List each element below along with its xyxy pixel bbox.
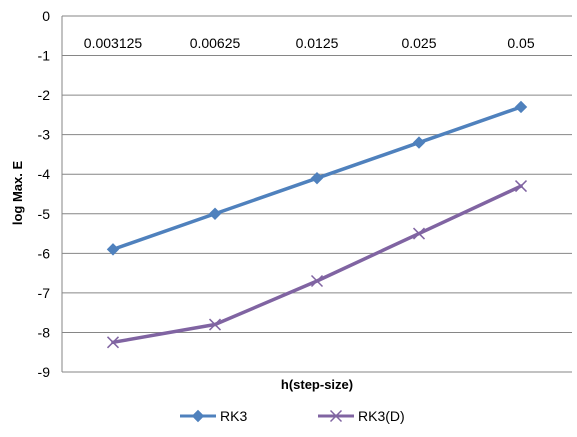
y-tick-label: -1 [38, 48, 51, 64]
series-rk3-d [106, 180, 528, 349]
diamond-marker [310, 171, 324, 185]
series-line [111, 184, 523, 345]
x-tick-label: 0.00625 [190, 35, 241, 51]
series-rk3 [106, 100, 528, 256]
x-marker [412, 227, 426, 240]
x-tick-label: 0.025 [401, 35, 436, 51]
x-marker [514, 180, 528, 193]
legend: RK3 RK3(D) [180, 408, 405, 424]
diamond-marker [412, 136, 426, 149]
x-marker [106, 336, 120, 349]
y-tick-label: -4 [38, 166, 51, 182]
series-lines [106, 100, 528, 349]
y-tick-label: -9 [38, 364, 51, 380]
gridlines [62, 15, 572, 373]
legend-entry: RK3(D) [318, 408, 405, 424]
x-marker [329, 409, 343, 423]
y-axis: 0 -1 -2 -3 -4 -5 -6 -7 -8 -9 [38, 8, 63, 380]
x-tick-label: 0.0125 [296, 35, 339, 51]
y-axis-title: log Max. E [10, 161, 25, 226]
x-tick-label: 0.003125 [84, 35, 143, 51]
diamond-marker [191, 409, 205, 423]
diamond-marker [106, 243, 120, 256]
x-axis: 0.003125 0.00625 0.0125 0.025 0.05 [84, 35, 535, 51]
x-marker [310, 274, 324, 288]
diamond-marker [514, 100, 528, 114]
y-tick-label: 0 [42, 8, 50, 24]
x-tick-label: 0.05 [507, 35, 534, 51]
y-tick-label: -7 [38, 285, 51, 301]
y-tick-label: -2 [38, 87, 51, 103]
legend-entry: RK3 [180, 408, 247, 424]
y-tick-label: -3 [38, 127, 51, 143]
legend-label: RK3(D) [358, 408, 405, 424]
y-tick-label: -8 [38, 324, 51, 340]
diamond-marker [208, 207, 222, 220]
y-tick-label: -5 [38, 206, 51, 222]
x-marker [208, 318, 222, 331]
y-tick-label: -6 [38, 245, 51, 261]
legend-label: RK3 [220, 408, 247, 424]
x-axis-title: h(step-size) [281, 377, 353, 392]
